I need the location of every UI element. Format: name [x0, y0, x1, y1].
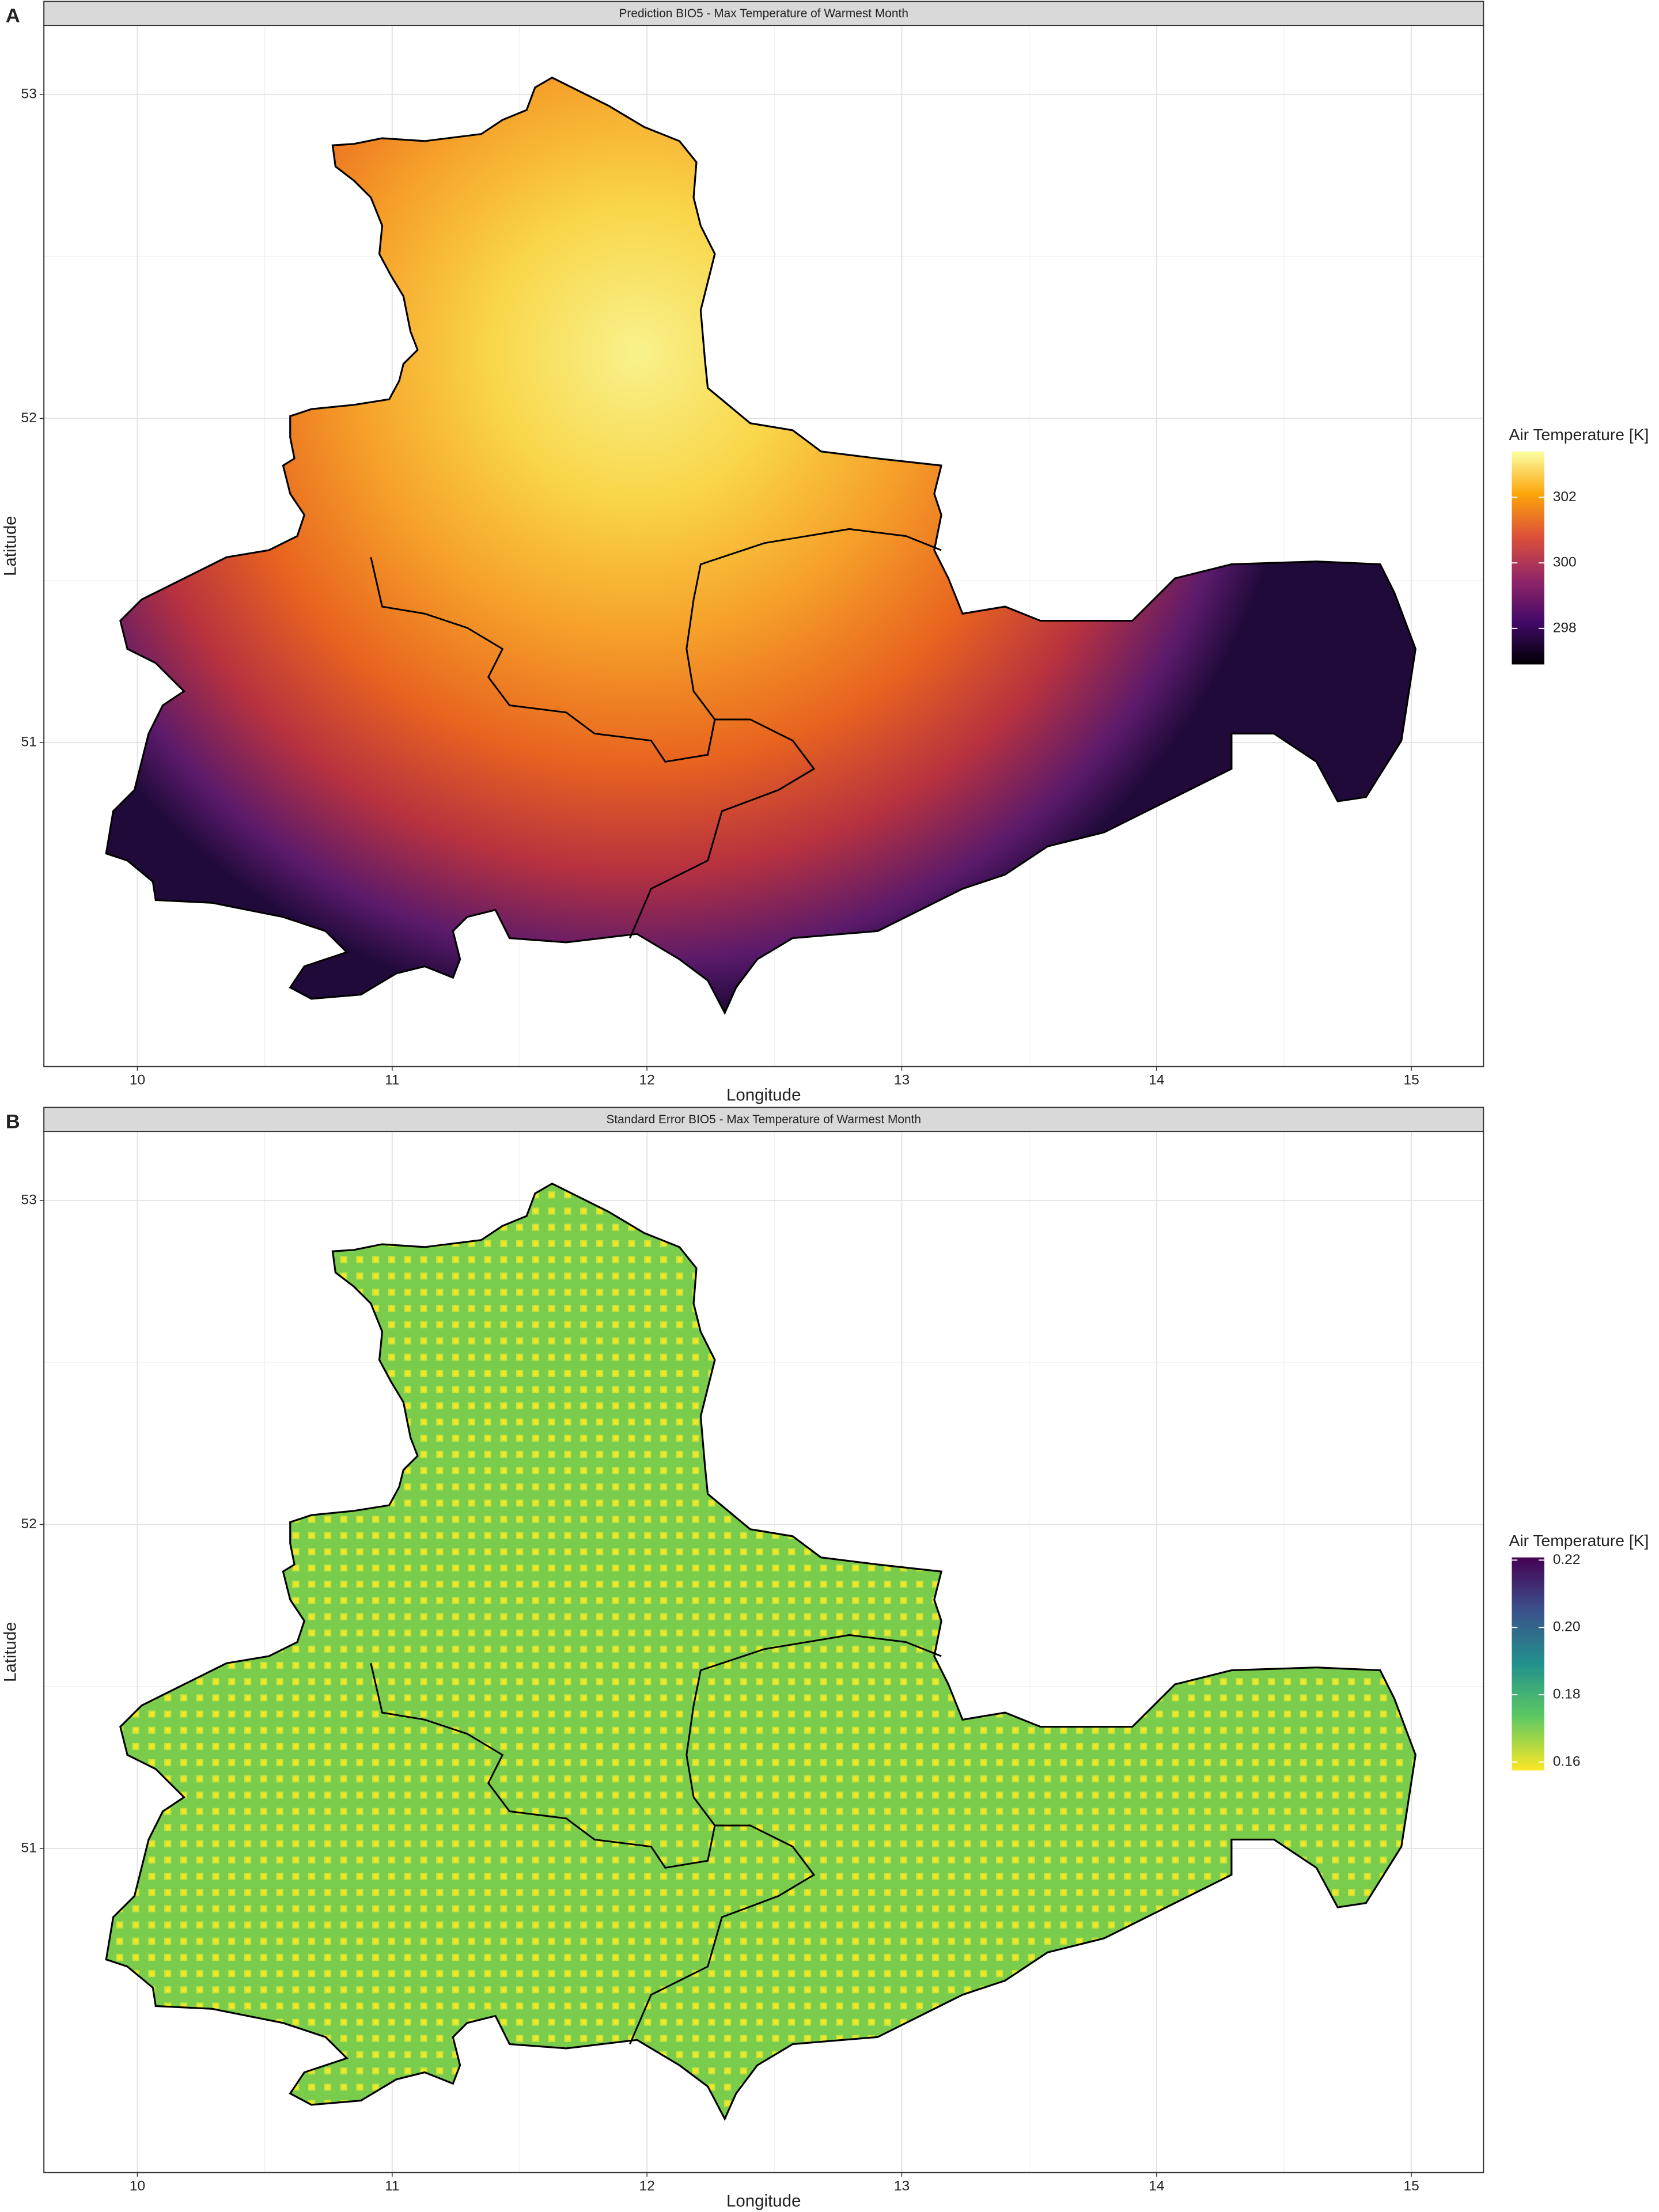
- x-tick-label: 10: [130, 2178, 145, 2194]
- colorbar-tick-label: 300: [1553, 555, 1577, 570]
- panel-title: Prediction BIO5 - Max Temperature of War…: [619, 7, 908, 20]
- colorbar-tick-label: 302: [1553, 489, 1577, 505]
- y-tick-label: 51: [21, 734, 37, 749]
- x-axis-label: Longitude: [726, 2192, 801, 2211]
- colorbar-tick-label: 0.18: [1553, 1687, 1581, 1702]
- y-tick-label: 53: [21, 86, 37, 101]
- panel-label: B: [6, 1111, 20, 1133]
- x-tick-label: 15: [1403, 2178, 1419, 2194]
- x-tick-label: 12: [639, 1072, 654, 1088]
- x-tick-label: 13: [894, 2178, 910, 2194]
- colorbar-tick-label: 0.20: [1553, 1619, 1581, 1635]
- y-tick-label: 52: [21, 410, 37, 426]
- x-axis-label: Longitude: [726, 1086, 801, 1105]
- legend-title: Air Temperature [K]: [1509, 1531, 1649, 1550]
- x-tick-label: 12: [639, 2178, 654, 2194]
- colorbar-tick-label: 0.22: [1553, 1552, 1581, 1567]
- panel-title: Standard Error BIO5 - Max Temperature of…: [606, 1113, 921, 1126]
- colorbar-tick-label: 298: [1553, 620, 1577, 635]
- colorbar: [1512, 1557, 1544, 1771]
- colorbar-tick-label: 0.16: [1553, 1753, 1581, 1769]
- x-tick-label: 15: [1403, 1072, 1419, 1088]
- y-axis-label: Latitude: [1, 1622, 20, 1682]
- colorbar: [1512, 451, 1544, 665]
- strip: [43, 1, 1484, 26]
- y-axis-label: Latitude: [1, 516, 20, 576]
- x-tick-label: 14: [1149, 1072, 1164, 1088]
- y-tick-label: 53: [21, 1192, 37, 1207]
- x-tick-label: 13: [894, 1072, 910, 1088]
- y-tick-label: 51: [21, 1840, 37, 1855]
- x-tick-label: 14: [1149, 2178, 1164, 2194]
- legend-title: Air Temperature [K]: [1509, 425, 1649, 444]
- x-tick-label: 11: [385, 1072, 399, 1088]
- panel-label: A: [6, 5, 20, 27]
- x-tick-label: 11: [385, 2178, 399, 2194]
- y-tick-label: 52: [21, 1516, 37, 1532]
- x-tick-label: 10: [130, 1072, 145, 1088]
- strip: [43, 1107, 1484, 1132]
